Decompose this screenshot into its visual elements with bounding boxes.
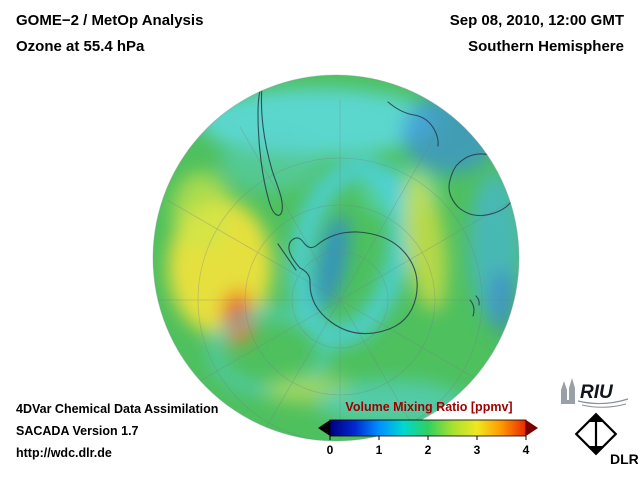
graticule <box>153 100 519 441</box>
dlr-signet <box>574 412 618 456</box>
colorbar-tick-marks <box>329 436 527 440</box>
title-instrument: GOME−2 / MetOp Analysis <box>16 12 204 29</box>
colorbar-tick-1: 1 <box>376 443 383 457</box>
colorbar-tick-0: 0 <box>327 443 334 457</box>
coastline-south-america <box>257 85 283 216</box>
dlr-logo-svg: DLR <box>574 412 639 467</box>
dlr-text: DLR <box>610 451 638 467</box>
coastline-africa <box>387 101 439 147</box>
colorbar-title: Volume Mixing Ratio [ppmv] <box>345 400 512 414</box>
coastline-new-zealand <box>469 295 480 317</box>
title-level: Ozone at 55.4 hPa <box>16 38 145 55</box>
footer-line-assimilation: 4DVar Chemical Data Assimilation <box>16 402 219 416</box>
datetime-label: Sep 08, 2010, 12:00 GMT <box>449 12 624 29</box>
riu-logo-svg: RIU <box>561 378 629 408</box>
dlr-logo: DLR <box>568 408 639 468</box>
colorbar-right-arrow <box>526 420 538 436</box>
colorbar-gradient-bar <box>329 419 527 437</box>
coastline-antarctic-peninsula <box>277 243 297 271</box>
globe-rim <box>152 74 520 442</box>
colorbar-tick-4: 4 <box>523 443 530 457</box>
colorbar-left-arrow <box>318 420 330 436</box>
cathedral-icon <box>561 378 575 404</box>
riu-text: RIU <box>580 382 614 403</box>
riu-swoosh-1 <box>577 398 629 405</box>
globe-svg <box>152 74 520 442</box>
hemisphere-map <box>150 72 522 444</box>
coastline-antarctica <box>288 231 418 335</box>
riu-logo: RIU <box>558 374 632 408</box>
riu-swoosh-2 <box>581 403 627 408</box>
colorbar-tick-3: 3 <box>474 443 481 457</box>
hemisphere-label: Southern Hemisphere <box>468 38 624 55</box>
colorbar-tick-2: 2 <box>425 443 432 457</box>
footer-line-url: http://wdc.dlr.de <box>16 446 112 460</box>
colorbar-svg: Volume Mixing Ratio [ppmv] 0 1 2 3 4 <box>318 400 538 457</box>
footer-line-version: SACADA Version 1.7 <box>16 424 139 438</box>
ozone-field <box>153 75 519 441</box>
colorbar: Volume Mixing Ratio [ppmv] 0 1 2 3 4 <box>316 398 542 462</box>
